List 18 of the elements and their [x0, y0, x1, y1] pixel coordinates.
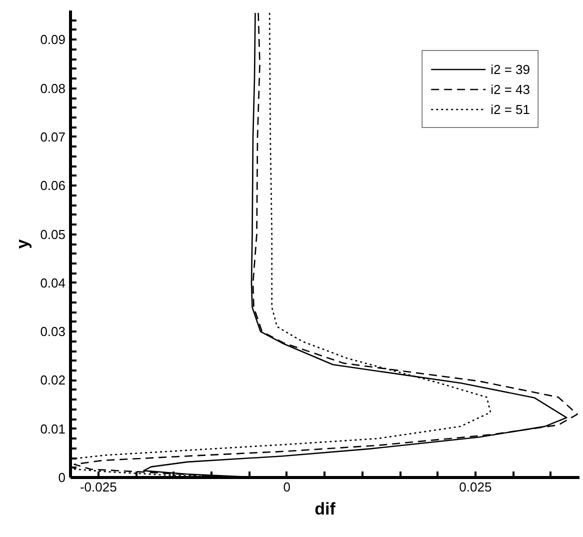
x-tick-label: 0.025	[459, 480, 492, 494]
legend-label: i2 = 43	[490, 82, 530, 96]
y-tick-label: 0.06	[40, 178, 66, 194]
legend-label: i2 = 51	[490, 102, 530, 116]
y-tick-label: 0.03	[40, 324, 66, 340]
y-tick-label: 0	[58, 470, 66, 485]
y-tick-label: 0.05	[40, 226, 66, 242]
y-tick-label: 0.07	[40, 129, 66, 144]
legend-label: i2 = 39	[490, 62, 530, 76]
y-tick-label: 0.04	[40, 275, 66, 290]
y-axis-title: y	[13, 238, 32, 249]
y-tick-label: 0.08	[40, 80, 66, 96]
y-tick-label: 0.09	[40, 32, 66, 48]
x-tick-label: -0.025	[80, 480, 117, 494]
y-tick-label: 0.02	[40, 372, 66, 388]
y-tick-label: 0.01	[40, 421, 66, 436]
x-tick-label: 0	[283, 480, 291, 494]
x-axis-title: dif	[314, 500, 336, 518]
